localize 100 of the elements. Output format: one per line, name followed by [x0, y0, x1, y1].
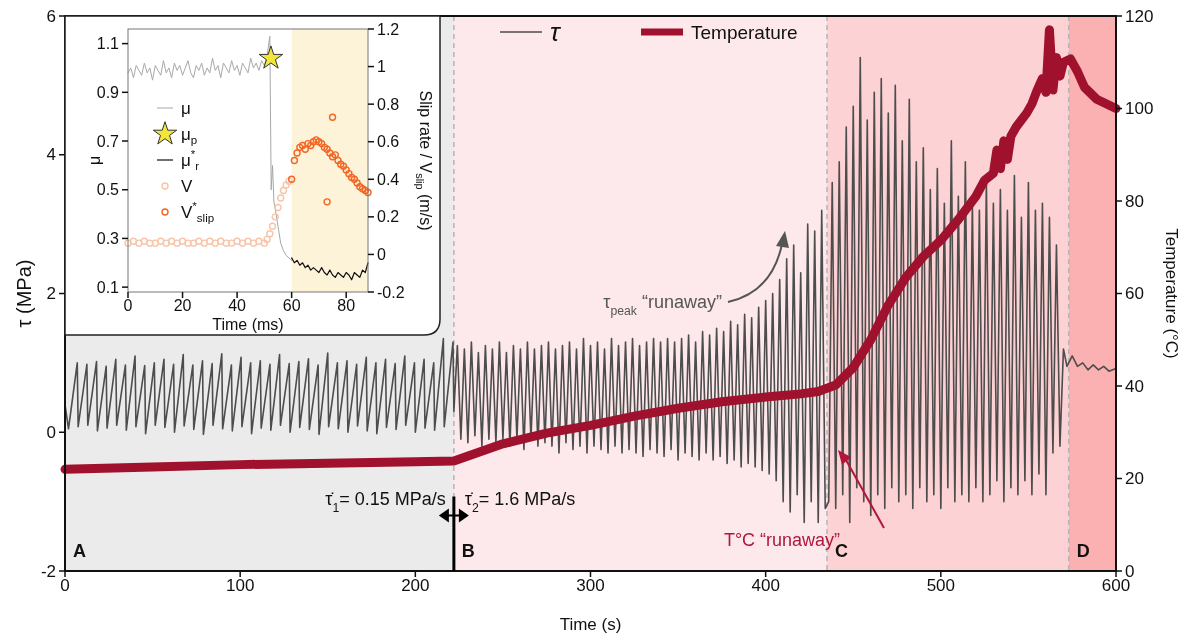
x-tick-label: 600	[1101, 576, 1131, 595]
point	[255, 237, 263, 245]
point	[331, 151, 339, 159]
legend-label: τ	[550, 17, 562, 47]
point	[266, 230, 274, 238]
x-tick-label: 200	[401, 576, 430, 595]
point	[189, 239, 198, 247]
y2-tick-label: 0.8	[377, 95, 400, 113]
y2-tick-label: 0.6	[377, 133, 400, 151]
x-tick-label: 60	[282, 297, 301, 315]
point	[361, 186, 369, 195]
band-label: D	[1076, 541, 1090, 561]
y2-tick-label: 1.2	[377, 20, 400, 38]
point	[200, 239, 209, 247]
y2-tick-label: 1	[377, 58, 386, 76]
point	[347, 173, 356, 182]
point	[293, 149, 301, 157]
point	[151, 239, 159, 247]
point	[140, 237, 149, 245]
point	[317, 139, 326, 148]
x-tick-label: 0	[60, 576, 70, 595]
x-tick-label: 400	[751, 576, 780, 595]
point	[157, 237, 165, 245]
point	[279, 186, 288, 195]
point	[195, 237, 203, 245]
point	[206, 237, 214, 245]
y2-tick-label: 40	[1125, 376, 1144, 396]
annotation: τ$_{peak}$ “runaway”	[603, 292, 722, 318]
x-tick-label: 500	[926, 576, 956, 595]
point	[184, 239, 192, 247]
y-tick-label: 1.1	[96, 35, 120, 53]
point	[323, 145, 331, 153]
legend-label: V	[181, 176, 193, 196]
point	[339, 162, 348, 170]
point	[274, 203, 282, 212]
point	[268, 222, 277, 230]
point	[301, 145, 309, 153]
point	[350, 175, 359, 183]
y-tick-label: -2	[40, 561, 56, 581]
x-tick-label: 80	[337, 297, 356, 315]
point	[326, 149, 334, 157]
legend-label: μ$_{p}$	[181, 124, 198, 146]
point	[334, 156, 342, 165]
y2-tick-label: 60	[1125, 284, 1144, 303]
y-tick-label: 6	[46, 6, 56, 26]
annotation: τ̇$_{1}$= 0.15 MPa/s	[325, 488, 446, 515]
y2-tick-label: -0.2	[377, 283, 405, 301]
y-tick-label: 0.7	[96, 132, 120, 150]
y-tick-label: 0.5	[96, 181, 120, 199]
x-tick-label: 300	[576, 576, 605, 595]
x-axis-title: Time (s)	[559, 615, 622, 634]
point	[353, 179, 361, 187]
y2-tick-label: 120	[1125, 6, 1154, 26]
y2-tick-label: 80	[1125, 191, 1144, 211]
y2-tick-label: 0	[377, 245, 386, 263]
point	[304, 139, 312, 148]
point	[211, 239, 219, 247]
point	[263, 235, 271, 244]
band-label: A	[73, 541, 86, 561]
x-tick-label: 40	[228, 297, 247, 315]
point	[233, 237, 241, 245]
y2-tick-label: 20	[1125, 469, 1144, 488]
y-tick-label: 0.9	[96, 83, 120, 101]
y-tick-label: 0.1	[96, 278, 120, 296]
point	[271, 213, 279, 221]
point	[244, 237, 252, 245]
point	[167, 237, 176, 245]
line-series	[127, 35, 293, 261]
point	[364, 188, 372, 197]
x-tick-label: 20	[173, 297, 192, 315]
line-series	[291, 257, 369, 281]
point	[345, 169, 353, 178]
point	[124, 239, 132, 247]
y-axis-title: τ (MPa)	[13, 259, 35, 328]
point	[238, 239, 247, 247]
point	[298, 141, 307, 150]
point	[222, 239, 230, 247]
point	[328, 113, 337, 121]
band-label: B	[461, 541, 475, 561]
point	[146, 239, 154, 247]
point	[282, 181, 290, 189]
point	[162, 239, 170, 247]
point	[315, 138, 323, 146]
x-tick-label: 0	[123, 297, 133, 315]
point	[356, 183, 364, 191]
x-axis-title: Time (ms)	[212, 316, 284, 333]
point	[249, 239, 258, 247]
point	[296, 143, 304, 152]
point	[309, 138, 318, 146]
y-tick-label: 2	[46, 284, 56, 303]
point	[290, 156, 299, 165]
point	[323, 198, 331, 206]
point	[217, 237, 225, 245]
y-tick-label: 0.3	[96, 229, 120, 247]
y2-tick-label: 0.4	[377, 170, 400, 188]
y2-tick-label: 0.2	[377, 208, 400, 226]
point	[260, 239, 269, 247]
y-tick-label: 4	[46, 145, 56, 165]
point	[178, 237, 187, 245]
legend-label: μ	[181, 98, 191, 118]
